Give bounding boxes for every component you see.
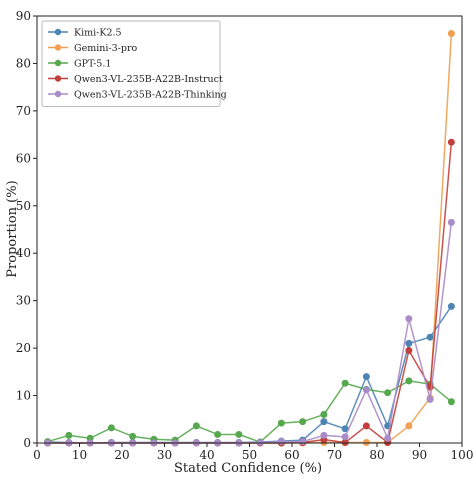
data-point: [447, 30, 455, 38]
x-tick-label: 10: [72, 448, 87, 462]
legend: Kimi-K2.5 Gemini-3-pro GPT-5.1 Qwen3-VL-235…: [41, 20, 227, 107]
x-tick-label: 20: [114, 448, 129, 462]
legend-marker: [54, 44, 62, 51]
series-0: [44, 302, 455, 447]
y-tick-label: 60: [16, 151, 31, 165]
data-point: [214, 430, 222, 438]
x-tick-label: 40: [199, 448, 214, 462]
legend-entry: Qwen3-VL-235B-A22B-Instruct: [48, 74, 223, 85]
series-line: [47, 380, 452, 443]
y-tick-label: 10: [16, 389, 31, 403]
y-tick-label: 80: [16, 56, 31, 70]
x-tick-label: 50: [242, 448, 257, 462]
data-point: [235, 430, 243, 438]
data-point: [447, 138, 455, 146]
x-tick-label: 30: [157, 448, 172, 462]
legend-label: Kimi-K2.5: [74, 28, 122, 39]
data-point: [277, 438, 285, 446]
data-point: [405, 377, 413, 385]
data-point: [320, 418, 328, 426]
data-point: [405, 339, 413, 347]
y-tick-label: 70: [16, 104, 31, 118]
x-tick-label: 0: [33, 448, 41, 462]
legend-marker: [54, 75, 62, 82]
series-line: [47, 142, 453, 444]
x-tick-label: 70: [327, 448, 342, 462]
data-point: [129, 432, 137, 440]
data-point: [362, 373, 370, 381]
series-4: [44, 218, 455, 447]
series-line: [47, 222, 453, 444]
y-axis-label: Proportion (%): [5, 180, 20, 277]
data-point: [426, 395, 434, 403]
data-point: [277, 419, 285, 427]
legend-marker: [54, 59, 62, 67]
x-tick-label: 80: [369, 448, 384, 462]
data-point: [447, 302, 455, 310]
x-tick-label: 100: [451, 448, 473, 462]
data-point: [384, 389, 392, 397]
x-axis-label: Stated Confidence (%): [174, 461, 322, 476]
data-point: [107, 424, 115, 432]
data-point: [341, 433, 349, 441]
data-point: [341, 379, 349, 387]
legend-entry: Gemini-3-pro: [48, 43, 138, 54]
data-point: [299, 438, 307, 446]
data-point: [320, 411, 328, 419]
legend-label: GPT-5.1: [74, 59, 111, 70]
y-tick-label: 90: [16, 9, 31, 23]
data-point: [405, 346, 413, 354]
data-point: [405, 315, 413, 323]
legend-entry: Kimi-K2.5: [48, 28, 122, 39]
data-point: [447, 398, 455, 406]
axes: 0 10 20 30 40 50 60 70 80 90 100 0 10 20 30 40 50 60 70 80 9…: [16, 9, 473, 462]
data-point: [320, 431, 328, 439]
data-point: [192, 422, 200, 430]
x-tick-label: 60: [284, 448, 299, 462]
legend-label: Qwen3-VL-235B-A22B-Instruct: [74, 74, 223, 85]
data-point: [405, 422, 413, 430]
y-tick-label: 50: [16, 199, 31, 213]
data-point: [65, 431, 73, 439]
data-point: [447, 218, 455, 226]
legend-entry: Qwen3-VL-235B-A22B-Thinking: [48, 90, 227, 101]
series-3: [44, 138, 455, 447]
data-point: [362, 386, 370, 394]
legend-marker: [54, 90, 62, 98]
y-tick-label: 20: [16, 341, 31, 355]
legend-label: Qwen3-VL-235B-A22B-Thinking: [74, 90, 227, 101]
y-tick-label: 0: [23, 436, 31, 450]
data-point: [426, 333, 434, 341]
data-point: [362, 422, 370, 430]
x-tick-label: 90: [412, 448, 427, 462]
data-point: [384, 434, 392, 442]
legend-box: [41, 20, 221, 107]
y-tick-label: 40: [16, 246, 31, 260]
data-point: [299, 418, 307, 426]
legend-entry: GPT-5.1: [48, 59, 111, 70]
legend-label: Gemini-3-pro: [74, 43, 138, 54]
legend-marker: [54, 28, 62, 36]
y-tick-label: 30: [16, 294, 31, 308]
